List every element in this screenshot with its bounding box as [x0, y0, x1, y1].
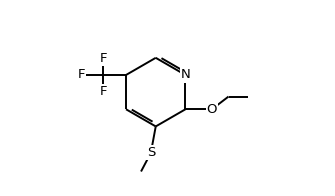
Text: O: O [207, 103, 217, 116]
Text: S: S [147, 146, 155, 159]
Text: F: F [100, 52, 107, 65]
Text: F: F [100, 85, 107, 98]
Text: F: F [77, 68, 85, 82]
Text: N: N [181, 68, 190, 82]
